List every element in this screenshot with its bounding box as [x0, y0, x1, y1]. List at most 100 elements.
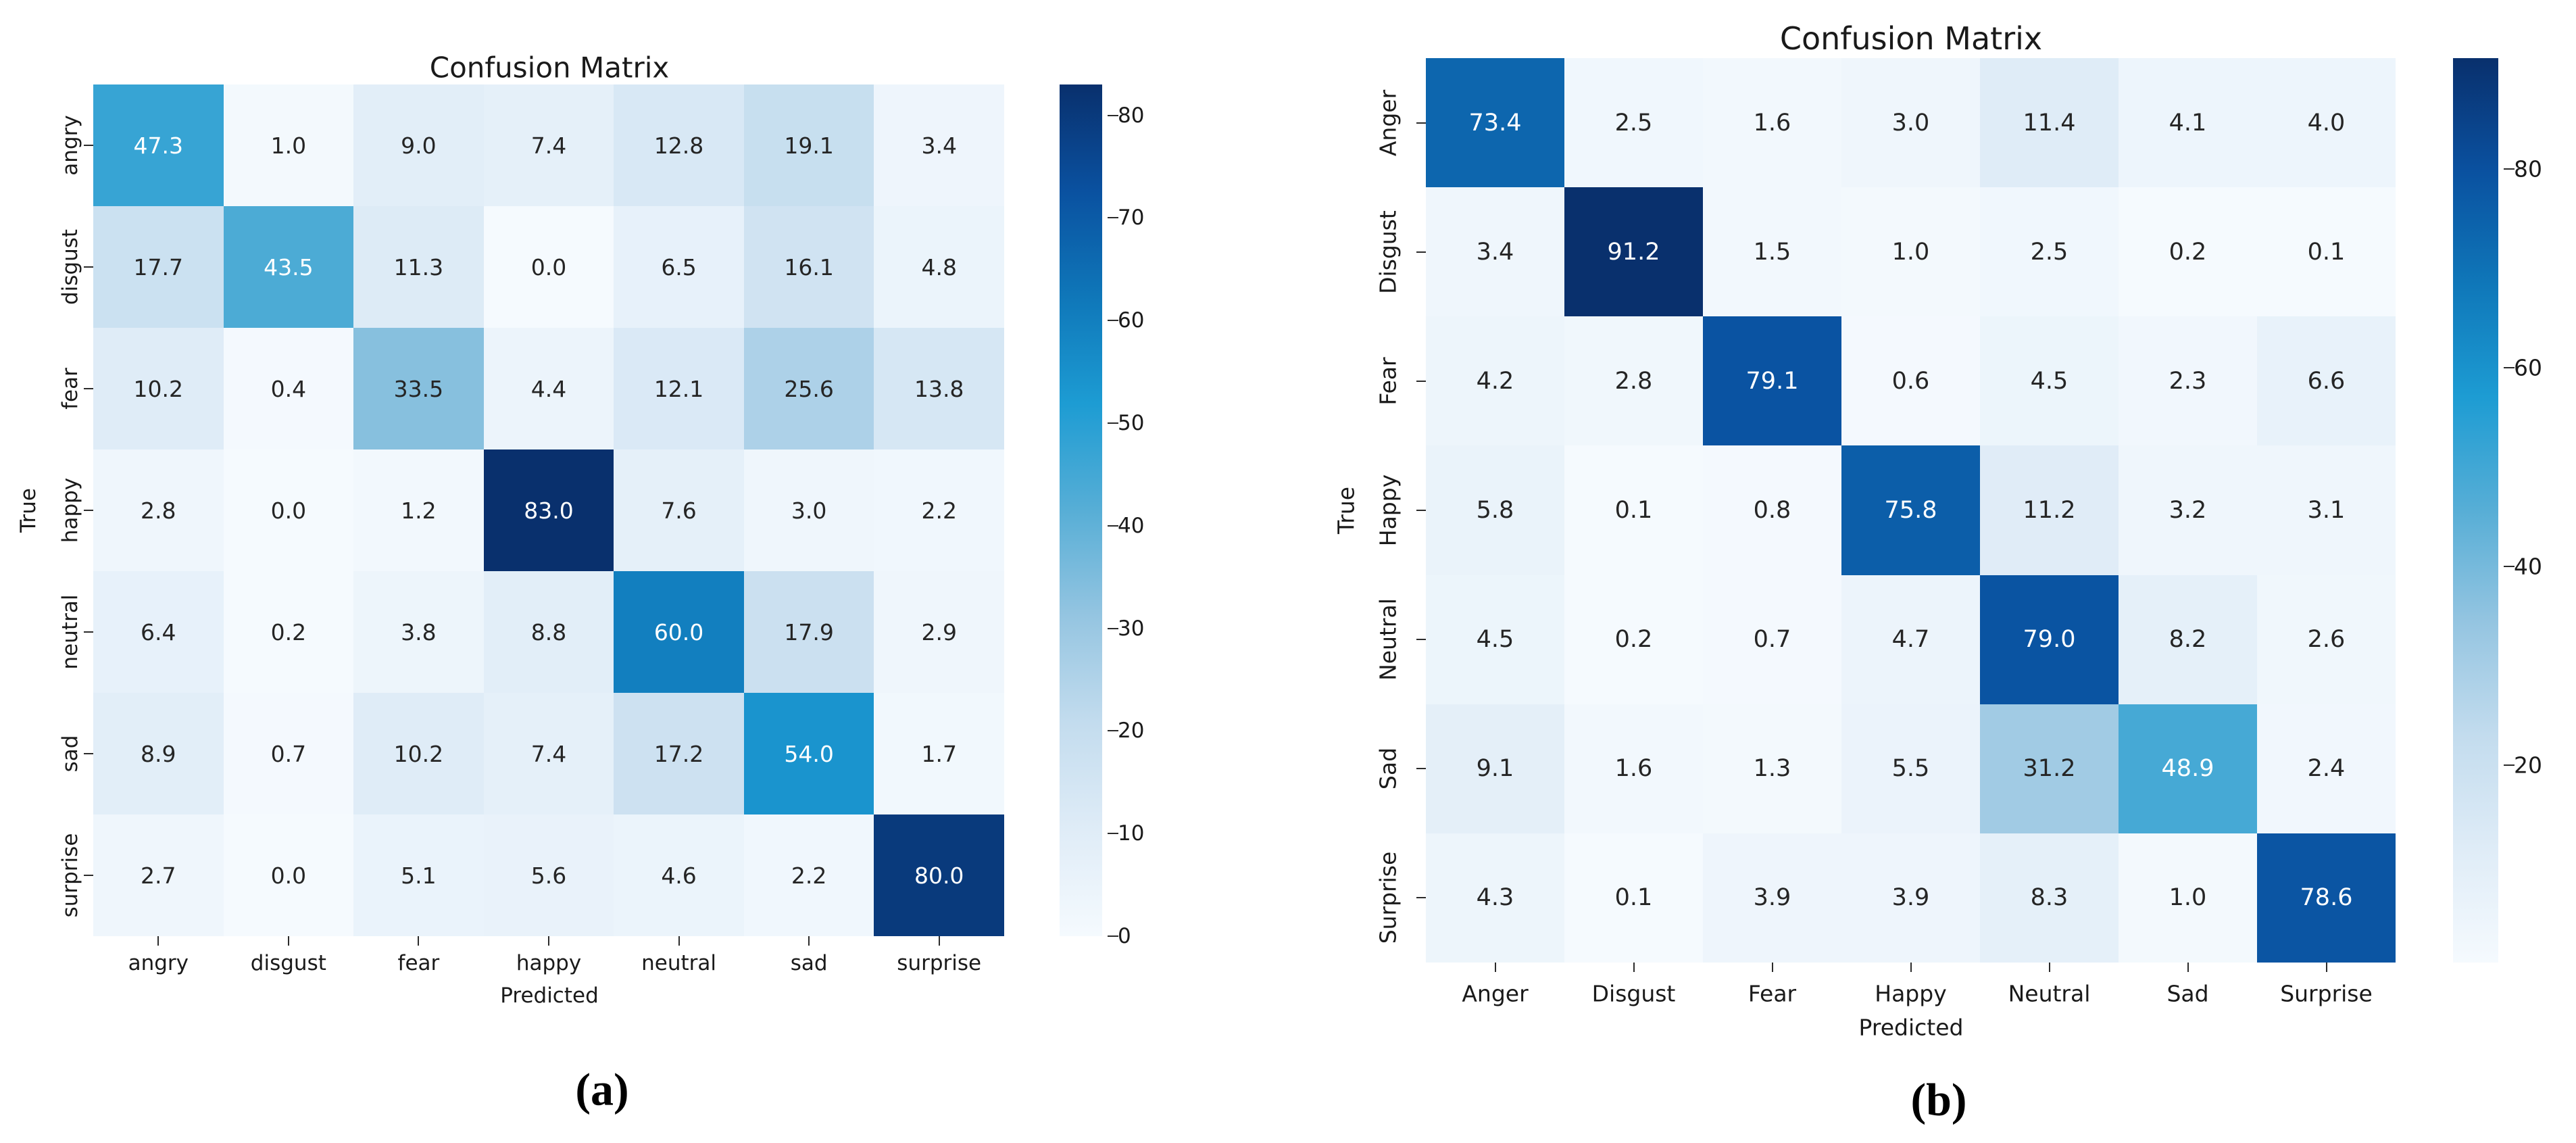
colorbar-tick-label-a-60: 60 — [1118, 308, 1145, 333]
cell-value: 2.8 — [141, 497, 176, 524]
x-tickmark-b — [1771, 963, 1773, 972]
y-tickmark-b — [1416, 122, 1426, 124]
cell-value: 2.3 — [2169, 367, 2207, 395]
heatmap-cell-b-Surprise-Happy: 3.9 — [1841, 833, 1980, 963]
heatmap-cell-b-Neutral-Surprise: 2.6 — [2257, 575, 2396, 704]
heatmap-cell-b-Disgust-Surprise: 0.1 — [2257, 187, 2396, 317]
heatmap-cell-b-Neutral-Happy: 4.7 — [1841, 575, 1980, 704]
heatmap-cell-b-Disgust-Happy: 1.0 — [1841, 187, 1980, 317]
cell-value: 3.8 — [401, 618, 437, 646]
heatmap-cell-b-Neutral-Anger: 4.5 — [1426, 575, 1564, 704]
colorbar-tick-label-a-10: 10 — [1118, 821, 1145, 846]
cell-value: 2.2 — [921, 497, 957, 524]
y-tick-label-b-Neutral: Neutral — [1374, 598, 1402, 681]
heatmap-cell-b-Surprise-Sad: 1.0 — [2119, 833, 2257, 963]
colorbar-tickmark-b — [2504, 764, 2515, 766]
cell-value: 75.8 — [1884, 496, 1937, 524]
heatmap-cell-b-Disgust-Anger: 3.4 — [1426, 187, 1564, 317]
heatmap-cell-a-sad-angry: 8.9 — [93, 693, 224, 814]
y-axis-label-b: True — [1333, 486, 1360, 535]
x-tickmark-a — [938, 936, 940, 946]
cell-value: 13.8 — [914, 375, 964, 402]
cell-value: 2.6 — [2307, 626, 2346, 654]
y-tickmark-a — [84, 875, 93, 876]
cell-value: 0.7 — [270, 740, 307, 767]
y-tick-label-a-neutral: neutral — [58, 594, 82, 670]
cell-value: 73.4 — [1468, 109, 1522, 137]
cell-value: 33.5 — [393, 375, 444, 402]
cell-value: 1.0 — [270, 132, 307, 159]
y-tick-label-a-angry: angry — [58, 115, 82, 176]
y-tickmark-a — [84, 510, 93, 511]
cell-value: 1.3 — [1753, 755, 1791, 783]
cell-value: 4.5 — [1476, 626, 1514, 654]
heatmap-cell-b-Neutral-Sad: 8.2 — [2119, 575, 2257, 704]
heatmap-cell-b-Disgust-Neutral: 2.5 — [1980, 187, 2119, 317]
cell-value: 9.0 — [401, 132, 437, 159]
heatmap-cell-a-happy-sad: 3.0 — [743, 449, 874, 571]
cell-value: 2.4 — [2307, 755, 2346, 783]
heatmap-cell-b-Fear-Anger: 4.2 — [1426, 316, 1564, 446]
x-tickmark-a — [808, 936, 810, 946]
heatmap-cell-b-Neutral-Disgust: 0.2 — [1564, 575, 1703, 704]
cell-value: 8.8 — [530, 618, 567, 646]
y-tickmark-b — [1416, 639, 1426, 641]
heatmap-cell-b-Happy-Sad: 3.2 — [2119, 445, 2257, 575]
cell-value: 5.8 — [1476, 496, 1514, 524]
subfigure-caption-a: (a) — [575, 1063, 629, 1115]
y-tickmark-a — [84, 145, 93, 146]
cell-value: 79.1 — [1745, 367, 1799, 395]
cell-value: 5.6 — [530, 862, 567, 889]
colorbar-tickmark-a — [1108, 935, 1118, 937]
colorbar-tick-label-a-80: 80 — [1118, 103, 1145, 128]
heatmap-cell-b-Sad-Anger: 9.1 — [1426, 704, 1564, 833]
y-tick-label-a-surprise: surprise — [58, 833, 82, 918]
colorbar-tick-label-b-80: 80 — [2514, 155, 2542, 183]
heatmap-cell-b-Disgust-Fear: 1.5 — [1703, 187, 1841, 317]
y-tick-label-b-Fear: Fear — [1374, 357, 1402, 406]
cell-value: 1.7 — [921, 740, 957, 767]
heatmap-cell-a-fear-disgust: 0.4 — [223, 328, 354, 449]
cell-value: 0.8 — [1753, 496, 1791, 524]
cell-value: 0.1 — [1614, 496, 1653, 524]
cell-value: 17.7 — [133, 253, 184, 281]
heatmap-cell-a-surprise-disgust: 0.0 — [223, 814, 354, 936]
cell-value: 3.2 — [2169, 496, 2207, 524]
cell-value: 19.1 — [784, 132, 834, 159]
heatmap-cell-b-Sad-Fear: 1.3 — [1703, 704, 1841, 833]
cell-value: 0.1 — [2307, 238, 2346, 266]
cell-value: 4.5 — [2030, 367, 2069, 395]
cell-value: 12.8 — [653, 132, 704, 159]
heatmap-cell-a-disgust-neutral: 6.5 — [614, 206, 744, 328]
heatmap-cell-a-surprise-neutral: 4.6 — [614, 814, 744, 936]
heatmap-cell-a-fear-surprise: 13.8 — [874, 328, 1004, 449]
heatmap-cell-b-Anger-Fear: 1.6 — [1703, 58, 1841, 188]
cell-value: 12.1 — [653, 375, 704, 402]
y-tick-label-b-Anger: Anger — [1374, 89, 1402, 156]
cell-value: 8.2 — [2169, 626, 2207, 654]
cell-value: 11.4 — [2023, 109, 2076, 137]
cell-value: 0.2 — [1614, 626, 1653, 654]
cell-value: 16.1 — [784, 253, 834, 281]
heatmap-cell-a-neutral-angry: 6.4 — [93, 571, 224, 693]
cell-value: 31.2 — [2023, 755, 2076, 783]
heatmap-cell-b-Sad-Happy: 5.5 — [1841, 704, 1980, 833]
heatmap-cell-a-neutral-happy: 8.8 — [483, 571, 614, 693]
y-tickmark-b — [1416, 897, 1426, 899]
heatmap-cell-b-Fear-Disgust: 2.8 — [1564, 316, 1703, 446]
heatmap-cell-b-Anger-Anger: 73.4 — [1426, 58, 1564, 188]
colorbar-tickmark-a — [1108, 422, 1118, 424]
heatmap-cell-b-Surprise-Neutral: 8.3 — [1980, 833, 2119, 963]
cell-value: 3.1 — [2307, 496, 2346, 524]
x-tick-label-a-happy: happy — [516, 951, 582, 975]
heatmap-cell-b-Happy-Neutral: 11.2 — [1980, 445, 2119, 575]
cell-value: 2.5 — [2030, 238, 2069, 266]
heatmap-cell-a-neutral-fear: 3.8 — [353, 571, 484, 693]
cell-value: 9.1 — [1476, 755, 1514, 783]
colorbar-tick-label-a-40: 40 — [1118, 513, 1145, 538]
cell-value: 3.4 — [921, 132, 957, 159]
cell-value: 48.9 — [2161, 755, 2214, 783]
heatmap-cell-b-Neutral-Neutral: 79.0 — [1980, 575, 2119, 704]
x-tick-label-b-Neutral: Neutral — [2008, 980, 2091, 1007]
heatmap-cell-a-surprise-sad: 2.2 — [743, 814, 874, 936]
